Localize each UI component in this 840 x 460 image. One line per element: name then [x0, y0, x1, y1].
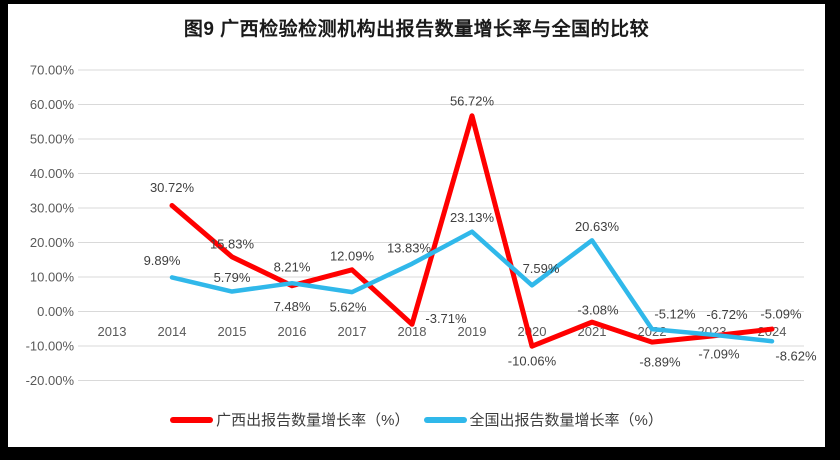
data-label: -8.62%	[775, 349, 817, 364]
chart-title: 图9 广西检验检测机构出报告数量增长率与全国的比较	[183, 19, 650, 40]
y-tick-label: 60.00%	[30, 97, 75, 112]
y-tick-label: 70.00%	[30, 63, 75, 78]
y-tick-label: -20.00%	[26, 373, 75, 388]
data-labels-guangxi: 30.72% 15.83% 7.48% 12.09% -3.71% 56.72% -10.0…	[150, 93, 802, 369]
data-label: -6.72%	[706, 307, 748, 322]
data-label: 30.72%	[150, 180, 195, 195]
x-tick-label: 2014	[158, 324, 187, 339]
y-tick-label: 10.00%	[30, 270, 75, 285]
data-label: 13.83%	[387, 240, 432, 255]
data-label: -5.12%	[654, 307, 696, 322]
data-label: 7.59%	[523, 261, 560, 276]
series-line-guangxi	[169, 113, 775, 349]
data-label: 7.48%	[274, 299, 311, 314]
y-tick-label: 40.00%	[30, 166, 75, 181]
data-label: 8.21%	[274, 260, 311, 275]
series-line-national	[169, 229, 775, 344]
legend-item-national: 全国出报告数量增长率（%）	[423, 409, 663, 430]
data-label: 20.63%	[575, 219, 620, 234]
data-label: -7.09%	[698, 346, 740, 361]
data-label: 9.89%	[144, 253, 181, 268]
x-tick-label: 2013	[98, 324, 127, 339]
legend-item-guangxi: 广西出报告数量增长率（%）	[170, 409, 410, 430]
chart-legend: 广西出报告数量增长率（%） 全国出报告数量增长率（%）	[8, 409, 825, 430]
legend-label-national: 全国出报告数量增长率（%）	[469, 412, 663, 429]
data-label: -3.71%	[425, 311, 467, 326]
data-label: 56.72%	[450, 93, 495, 108]
data-label: -3.08%	[577, 303, 619, 318]
y-axis-tick-labels: 70.00% 60.00% 50.00% 40.00% 30.00% 20.00% 10.0…	[26, 63, 75, 389]
data-label: -10.06%	[508, 354, 557, 369]
chart-canvas	[8, 4, 825, 447]
y-tick-label: 20.00%	[30, 235, 75, 250]
data-label: 12.09%	[330, 248, 375, 263]
data-label: 5.79%	[214, 270, 251, 285]
y-tick-label: 50.00%	[30, 132, 75, 147]
y-tick-label: -10.00%	[26, 339, 75, 354]
y-tick-label: 30.00%	[30, 201, 75, 216]
x-tick-label: 2015	[218, 324, 247, 339]
x-tick-label: 2021	[578, 324, 607, 339]
data-label: 23.13%	[450, 210, 495, 225]
gridlines	[78, 69, 804, 381]
legend-swatch-guangxi-red-line-icon	[170, 416, 214, 423]
x-tick-label: 2018	[398, 324, 427, 339]
x-tick-label: 2019	[458, 324, 487, 339]
x-tick-label: 2016	[278, 324, 307, 339]
legend-swatch-national-blue-line-icon	[423, 416, 467, 423]
data-label: -5.09%	[760, 307, 802, 322]
data-label: -8.89%	[639, 355, 681, 370]
y-tick-label: 0.00%	[37, 304, 74, 319]
data-label: 5.62%	[330, 300, 367, 315]
legend-label-guangxi: 广西出报告数量增长率（%）	[216, 412, 410, 429]
data-labels-national: 9.89% 5.79% 8.21% 5.62% 13.83% 23.13% 7.59% 20.…	[144, 210, 817, 364]
data-label: 15.83%	[210, 236, 255, 251]
x-tick-label: 2017	[338, 324, 367, 339]
